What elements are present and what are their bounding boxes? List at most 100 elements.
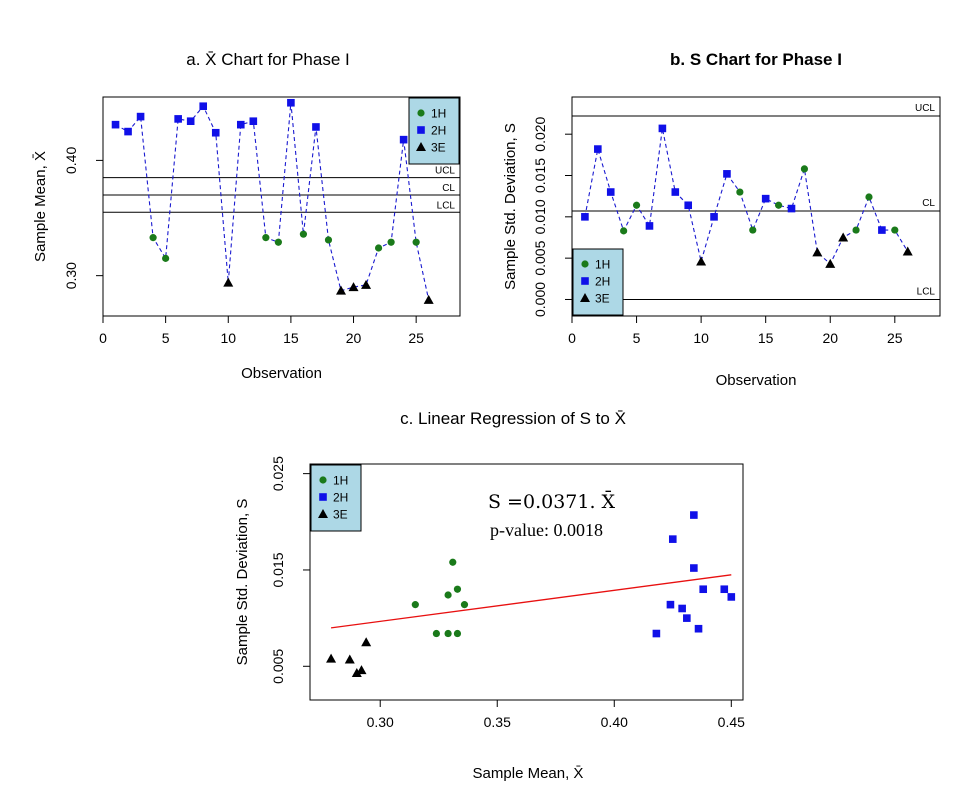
chart-title: b. S Chart for Phase I	[670, 50, 842, 69]
control-limit-label: LCL	[437, 200, 456, 211]
legend-label-3E: 3E	[333, 508, 348, 522]
data-point	[399, 135, 408, 144]
data-point	[361, 279, 372, 289]
legend-marker-1H	[417, 109, 425, 117]
legend-label-3E: 3E	[595, 292, 610, 306]
data-point	[412, 238, 420, 246]
data-point	[668, 535, 677, 543]
x-axis-label: Sample Mean, X̄	[473, 765, 584, 782]
control-limit-label: UCL	[435, 166, 455, 177]
plot-frame	[102, 96, 461, 317]
data-point	[348, 282, 359, 292]
data-point	[696, 256, 707, 266]
data-point	[658, 124, 667, 133]
data-point	[581, 213, 589, 221]
data-point	[211, 128, 220, 137]
data-point	[223, 277, 234, 287]
x-tick-label: 0	[568, 330, 576, 346]
data-point	[666, 600, 675, 609]
data-point	[111, 120, 120, 129]
legend-marker-2H	[417, 126, 425, 134]
data-point	[411, 601, 419, 609]
data-point	[174, 115, 182, 123]
data-point	[645, 222, 654, 230]
data-point	[262, 234, 270, 242]
y-tick-label: 0.40	[63, 147, 79, 174]
y-axis-label: Sample Mean, X̄	[32, 151, 49, 262]
y-tick-label: 0.020	[532, 116, 548, 151]
x-tick-label: 0.40	[601, 714, 628, 730]
data-point	[136, 112, 145, 121]
y-tick-label: 0.010	[532, 199, 548, 234]
data-point	[632, 201, 641, 209]
data-point	[460, 601, 469, 609]
control-limit-label: LCL	[917, 286, 936, 297]
chart-b: b. S Chart for Phase I UCL CL LCL 0 5 10 15 20 25…	[502, 50, 941, 389]
data-point	[162, 254, 170, 262]
data-point	[800, 165, 809, 173]
data-point	[825, 258, 836, 268]
x-tick-label: 5	[162, 330, 170, 346]
data-point	[723, 170, 731, 178]
data-point	[838, 232, 849, 242]
legend-marker-2H	[581, 277, 589, 285]
y-axis-label: Sample Std. Deviation, S	[502, 123, 519, 290]
data-point	[387, 238, 395, 246]
control-limit-label: UCL	[915, 103, 935, 114]
legend-marker-3E	[416, 142, 426, 151]
legend: 1H 2H 3E	[310, 464, 362, 532]
legend-box	[572, 248, 624, 316]
data-point	[787, 204, 796, 213]
legend-label-3E: 3E	[431, 141, 446, 155]
data-point	[336, 285, 346, 295]
x-tick-label: 0	[99, 330, 107, 346]
legend-marker-1H	[581, 260, 589, 268]
data-point	[423, 294, 434, 304]
x-axis-label: Observation	[241, 365, 322, 382]
p-value-label: p-value: 0.0018	[490, 520, 603, 540]
data-point	[149, 234, 157, 242]
data-point	[852, 226, 860, 234]
y-tick-label: 0.005	[532, 240, 548, 275]
data-point	[274, 238, 282, 246]
data-connector-line	[115, 102, 430, 300]
x-tick-label: 15	[758, 330, 774, 346]
plot-frame	[309, 463, 744, 701]
legend: 1H 2H 3E	[572, 248, 624, 316]
data-point	[324, 236, 333, 244]
data-point	[432, 629, 440, 638]
regression-line	[330, 574, 732, 629]
data-point	[453, 585, 462, 593]
data-point	[356, 665, 367, 675]
data-connector-line	[584, 128, 909, 265]
y-tick-label: 0.025	[270, 456, 286, 491]
x-tick-label: 0.35	[484, 714, 511, 730]
legend-marker-3E	[580, 293, 590, 302]
data-point	[453, 629, 462, 638]
y-tick-label: 0.005	[270, 649, 286, 684]
data-point	[678, 604, 686, 613]
y-tick-label: 0.30	[63, 262, 79, 289]
data-point	[351, 668, 362, 678]
data-point	[186, 117, 195, 126]
control-limit-label: CL	[442, 183, 455, 194]
data-point	[865, 193, 873, 201]
data-point	[812, 247, 823, 257]
data-point	[124, 127, 132, 136]
legend-label-1H: 1H	[431, 107, 446, 121]
data-point	[699, 585, 708, 594]
chart-c: c. Linear Regression of S to X̄ 0.30 0.35 0…	[234, 409, 745, 782]
legend-marker-3E	[318, 509, 328, 518]
regression-equation: S =0.0371. X̄	[488, 490, 616, 513]
x-tick-label: 20	[346, 330, 362, 346]
data-point	[374, 244, 383, 252]
data-point	[761, 194, 770, 203]
data-point	[720, 585, 729, 594]
control-limit-label: CL	[922, 198, 935, 209]
legend-label-2H: 2H	[595, 275, 610, 289]
y-axis-label: Sample Std. Deviation, S	[234, 499, 251, 666]
y-tick-label: 0.015	[270, 552, 286, 587]
data-point	[361, 637, 372, 647]
data-point	[444, 629, 452, 638]
